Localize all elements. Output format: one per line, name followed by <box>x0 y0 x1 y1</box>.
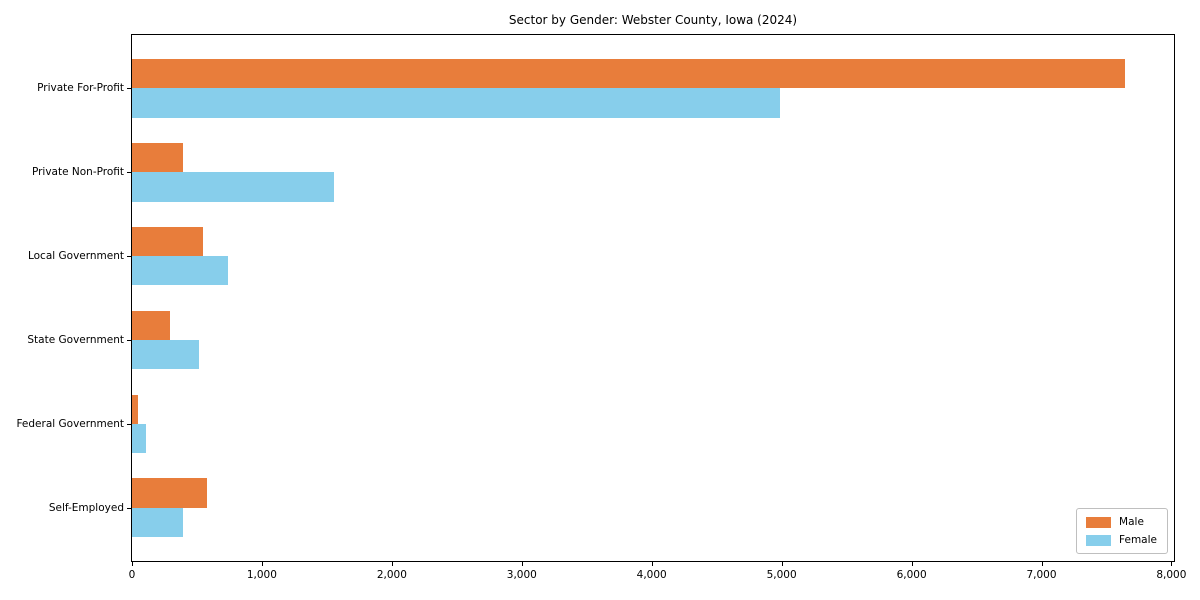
legend-entry-female: Female <box>1086 534 1157 546</box>
bar-male-private-for-profit <box>132 58 1126 89</box>
x-tick-mark <box>261 562 263 566</box>
x-tick-mark <box>781 562 783 566</box>
y-tick-label-private-for-profit: Private For-Profit <box>37 82 124 95</box>
x-tick-label-6000: 6,000 <box>896 569 927 581</box>
bar-male-federal-government <box>132 394 138 424</box>
bar-male-local-government <box>132 226 203 257</box>
bar-female-private-for-profit <box>132 88 781 118</box>
bar-male-state-government <box>132 310 170 340</box>
y-tick-mark <box>127 172 131 174</box>
legend: Male Female <box>1076 508 1168 554</box>
legend-label-male: Male <box>1119 516 1144 528</box>
x-tick-label-4000: 4,000 <box>636 569 667 581</box>
x-tick-mark <box>1041 562 1043 566</box>
legend-entry-male: Male <box>1086 516 1157 528</box>
x-tick-label-0: 0 <box>128 569 136 581</box>
y-tick-mark <box>127 423 131 425</box>
bar-male-self-employed <box>132 478 207 508</box>
x-tick-label-8000: 8,000 <box>1156 569 1187 581</box>
bar-female-federal-government <box>132 423 147 454</box>
x-tick-label-7000: 7,000 <box>1026 569 1057 581</box>
plot-area: Male Female <box>131 34 1175 562</box>
x-tick-label-2000: 2,000 <box>376 569 407 581</box>
y-tick-label-local-government: Local Government <box>27 250 124 263</box>
y-tick-label-state-government: State Government <box>27 333 124 346</box>
legend-label-female: Female <box>1119 534 1157 546</box>
y-tick-label-federal-government: Federal Government <box>16 417 124 430</box>
x-tick-mark <box>132 562 133 566</box>
y-tick-mark <box>127 88 131 90</box>
x-tick-label-5000: 5,000 <box>766 569 797 581</box>
y-tick-mark <box>127 507 131 509</box>
bar-female-local-government <box>132 256 228 286</box>
x-tick-mark <box>651 562 653 566</box>
y-tick-mark <box>127 256 131 258</box>
y-tick-label-private-non-profit: Private Non-Profit <box>31 166 124 179</box>
chart-title: Sector by Gender: Webster County, Iowa (… <box>508 13 798 27</box>
bar-male-private-non-profit <box>132 142 183 173</box>
bar-female-private-non-profit <box>132 172 334 202</box>
legend-swatch-female <box>1086 534 1112 546</box>
x-tick-mark <box>911 562 913 566</box>
x-tick-label-1000: 1,000 <box>246 569 277 581</box>
y-tick-mark <box>127 339 131 341</box>
legend-swatch-male <box>1086 516 1112 528</box>
y-tick-label-self-employed: Self-Employed <box>48 501 124 514</box>
bar-female-state-government <box>132 339 199 370</box>
x-tick-mark <box>391 562 393 566</box>
bar-female-self-employed <box>132 507 183 538</box>
x-tick-mark <box>1171 562 1173 566</box>
x-tick-mark <box>521 562 523 566</box>
x-tick-label-3000: 3,000 <box>506 569 537 581</box>
